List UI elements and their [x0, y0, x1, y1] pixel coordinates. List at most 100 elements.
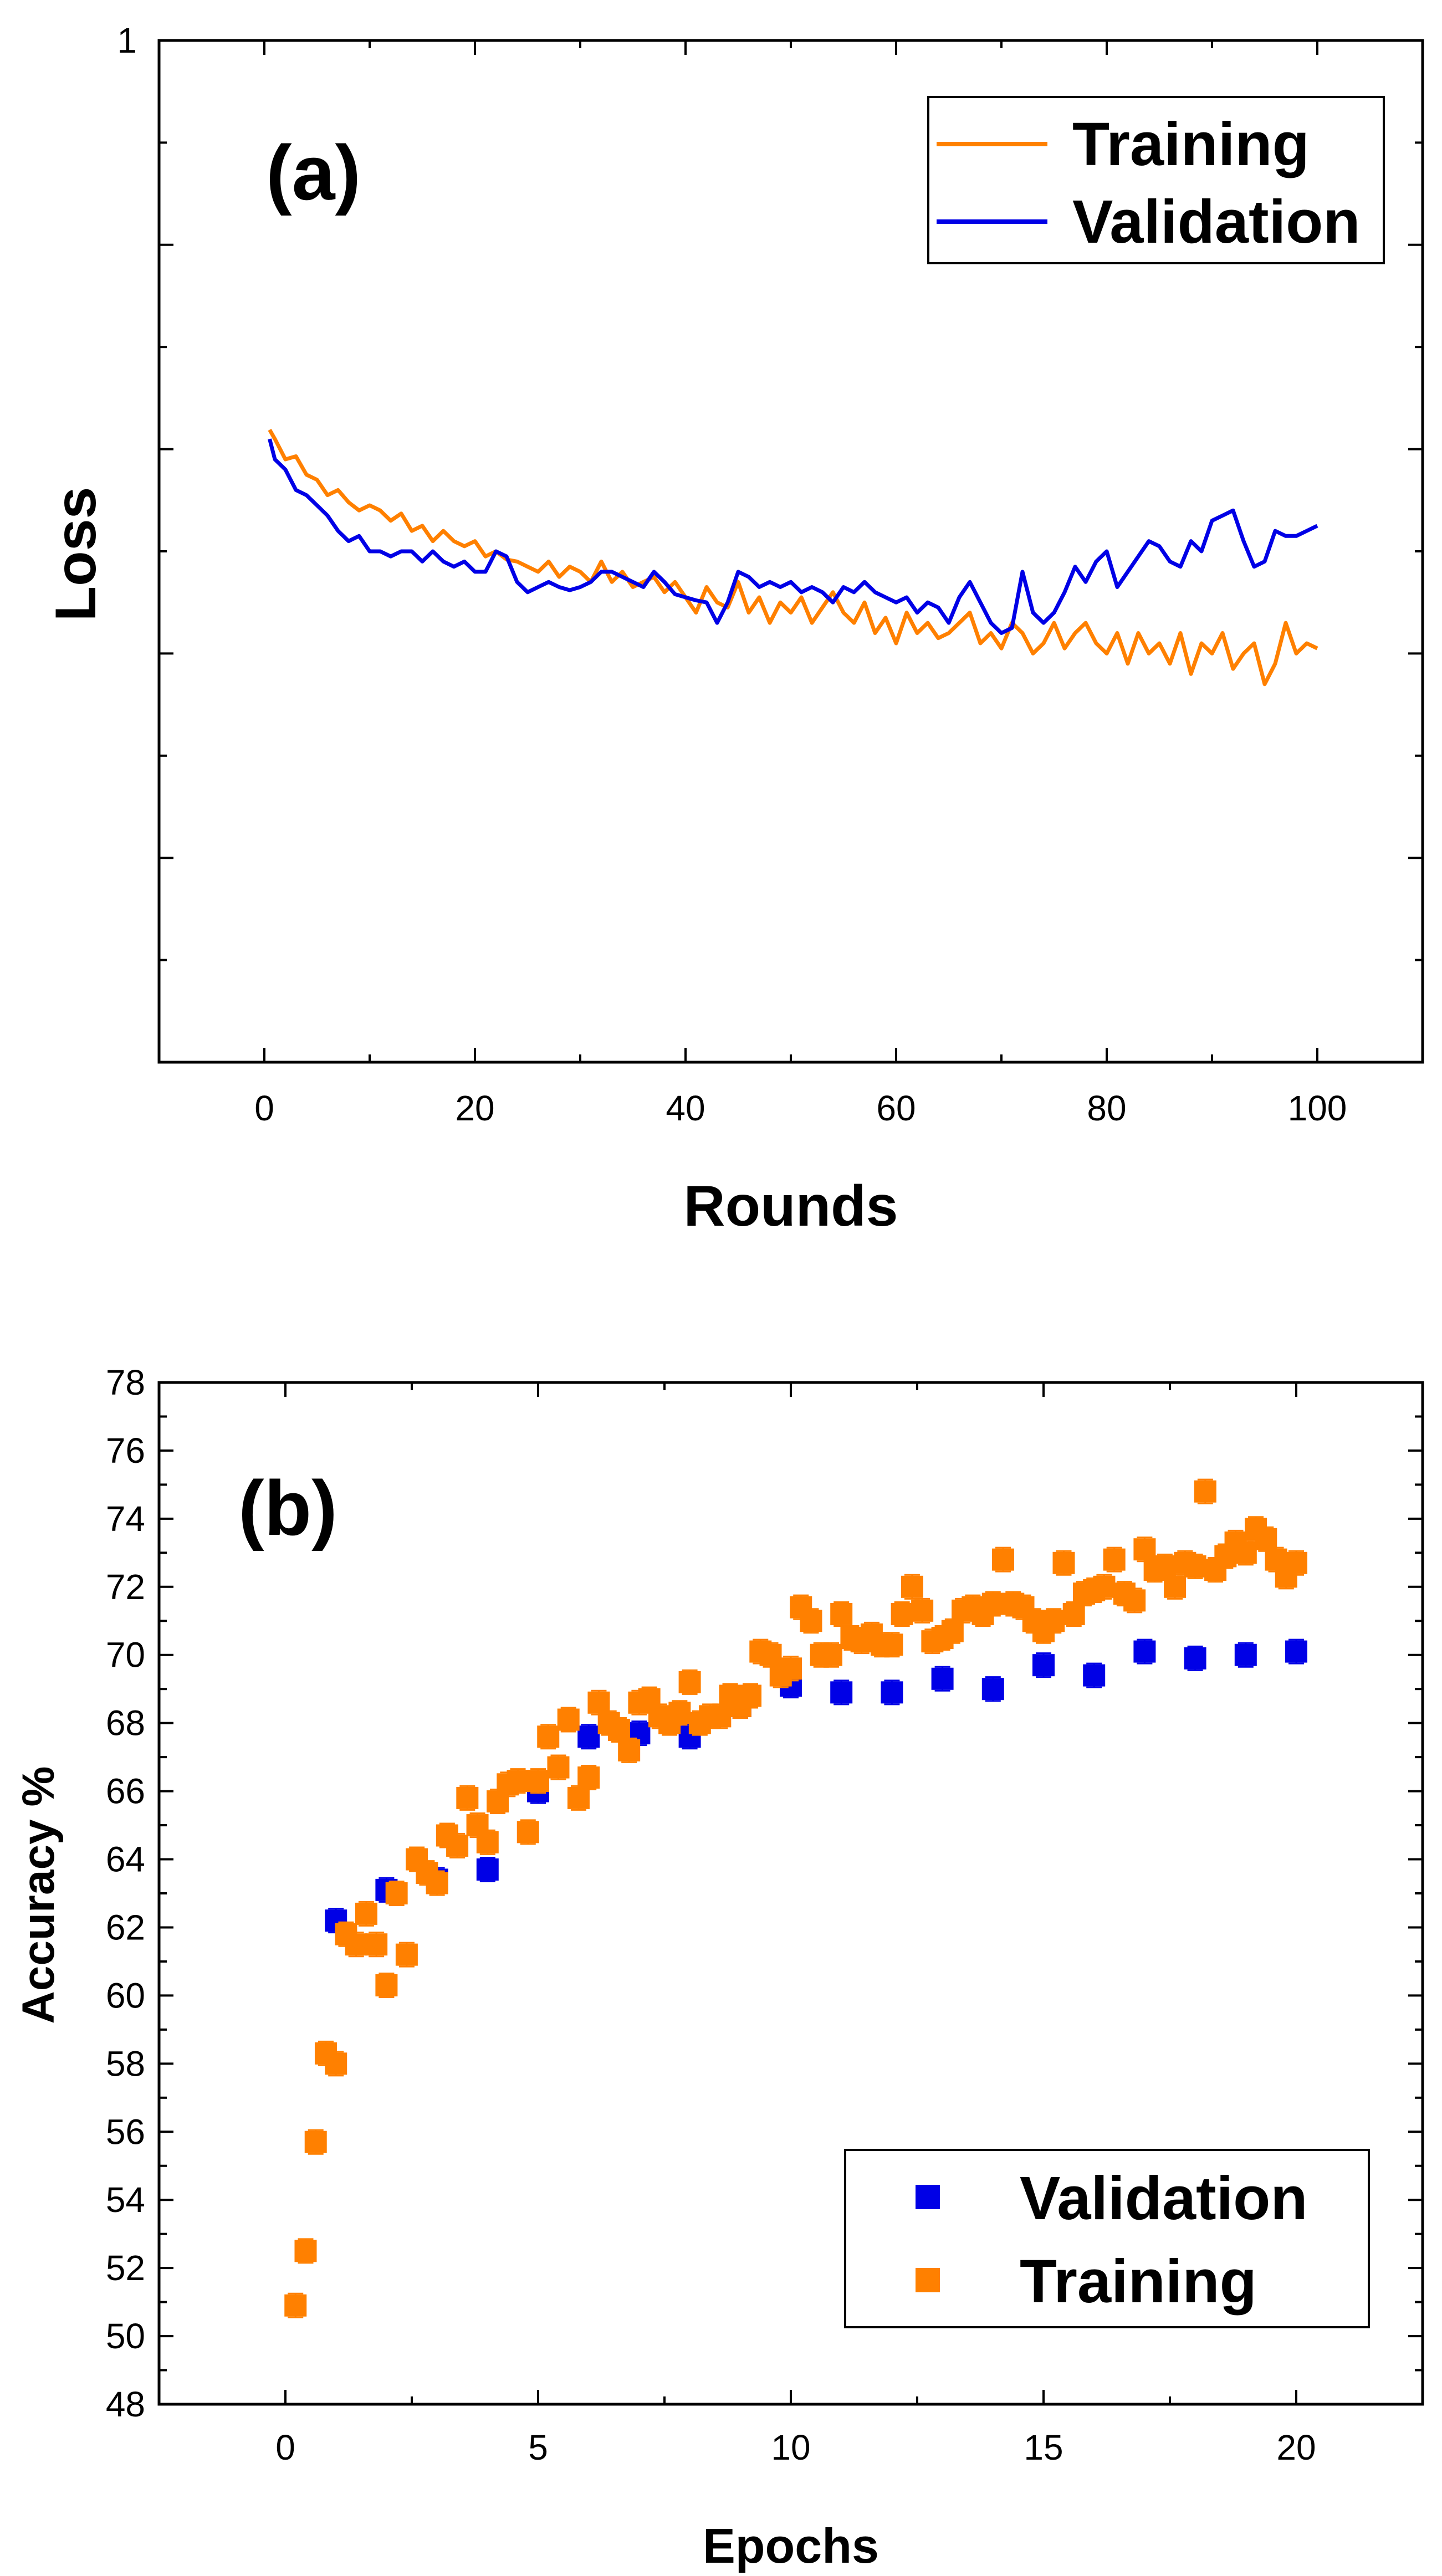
- point-training: [355, 1902, 377, 1925]
- y-tick-label: 54: [106, 2180, 145, 2220]
- panel-a-legend: Training Validation: [927, 96, 1385, 264]
- point-training: [446, 1834, 469, 1857]
- y-tick-label: 78: [106, 1363, 145, 1402]
- point-training: [830, 1602, 853, 1625]
- y-tick-label: 58: [106, 2044, 145, 2083]
- point-training: [1164, 1575, 1187, 1598]
- point-training: [709, 1705, 732, 1728]
- point-validation: [1234, 1643, 1257, 1666]
- point-validation: [1032, 1654, 1055, 1677]
- point-training: [941, 1620, 964, 1642]
- point-training: [759, 1643, 782, 1666]
- point-training: [304, 2131, 327, 2153]
- panel-b-x-axis-title: Epochs: [703, 2518, 879, 2573]
- point-training: [1133, 1538, 1156, 1561]
- x-tick-label: 20: [455, 1088, 494, 1128]
- point-training: [992, 1548, 1015, 1571]
- point-training: [325, 2052, 347, 2075]
- panel-b-legend-box: [844, 2149, 1370, 2328]
- series-line-validation: [268, 438, 1318, 635]
- point-validation: [577, 1725, 600, 1748]
- point-training: [456, 1786, 479, 1809]
- point-validation: [931, 1667, 954, 1690]
- panel-b-label: (b): [238, 1464, 338, 1551]
- point-training: [294, 2240, 317, 2262]
- point-training: [618, 1739, 641, 1761]
- x-tick-label: 15: [1024, 2428, 1063, 2467]
- point-training: [426, 1872, 448, 1894]
- point-training: [607, 1718, 630, 1741]
- x-tick-label: 10: [771, 2428, 810, 2467]
- point-training: [547, 1756, 570, 1779]
- y-tick-label: 62: [106, 1907, 145, 1947]
- point-training: [800, 1610, 822, 1632]
- panel-b-legend: Validation Training: [844, 2149, 1370, 2328]
- y-tick-label: 64: [106, 1840, 145, 1879]
- point-training: [1093, 1575, 1116, 1598]
- panel-a-y-axis-title: Loss: [44, 487, 108, 622]
- panel-a-loss-chart: 0 20 40 60 80 100 1 (a) Rounds Loss Training V…: [44, 21, 1424, 1238]
- panel-a-plot-area: [268, 428, 1318, 687]
- point-training: [587, 1691, 610, 1714]
- point-training: [476, 1831, 499, 1853]
- point-training: [911, 1599, 934, 1622]
- panel-b-legend-training-label: Training: [1020, 2247, 1257, 2316]
- x-tick-label: 40: [666, 1088, 705, 1128]
- point-training: [1153, 1555, 1176, 1578]
- y-tick-label: 70: [106, 1635, 145, 1675]
- x-tick-label: 5: [528, 2428, 548, 2467]
- x-tick-label: 100: [1288, 1088, 1347, 1128]
- panel-b-legend-validation-marker: [916, 2185, 940, 2209]
- panel-b-y-axis-title: Accuracy %: [13, 1766, 64, 2024]
- point-training: [1052, 1551, 1075, 1574]
- point-training: [507, 1770, 529, 1793]
- point-training: [881, 1633, 903, 1656]
- y-tick-label: 52: [106, 2248, 145, 2288]
- point-training: [1234, 1541, 1257, 1564]
- point-training: [284, 2294, 307, 2317]
- series-line-training: [268, 428, 1318, 687]
- panel-a-legend-validation-label: Validation: [1072, 188, 1361, 256]
- point-training: [557, 1708, 580, 1731]
- point-training: [375, 1974, 398, 1996]
- point-training: [527, 1770, 549, 1793]
- x-tick-label: 0: [275, 2428, 295, 2467]
- point-training: [1194, 1480, 1216, 1503]
- y-tick-label: 48: [106, 2384, 145, 2424]
- y-tick-label: 74: [106, 1499, 145, 1539]
- point-training: [1285, 1551, 1307, 1574]
- y-tick-label: 60: [106, 1975, 145, 2015]
- point-validation: [476, 1858, 499, 1881]
- y-tick-label: 56: [106, 2112, 145, 2152]
- point-training: [901, 1575, 923, 1598]
- point-training: [517, 1821, 539, 1843]
- point-training: [1184, 1555, 1206, 1578]
- panel-a-legend-training-label: Training: [1072, 110, 1310, 178]
- point-training: [345, 1933, 367, 1956]
- point-training: [537, 1725, 560, 1748]
- point-training: [1123, 1589, 1146, 1612]
- point-training: [1255, 1528, 1277, 1550]
- point-training: [365, 1933, 388, 1956]
- point-training: [668, 1702, 691, 1724]
- point-validation: [881, 1681, 903, 1704]
- y-tick-label: 76: [106, 1431, 145, 1471]
- point-training: [567, 1786, 590, 1809]
- panel-b-legend-training-marker: [916, 2268, 940, 2292]
- point-training: [780, 1657, 802, 1680]
- panel-b-axes: 0 5 10 15 20 48 50 52 54 56 58 60 62 64 66 68 70 72 74 76 78: [106, 1363, 1424, 2467]
- y-tick-label: 1: [117, 21, 137, 60]
- point-training: [395, 1943, 418, 1966]
- point-training: [739, 1684, 762, 1707]
- point-training: [577, 1766, 600, 1789]
- x-tick-label: 20: [1276, 2428, 1316, 2467]
- y-tick-label: 50: [106, 2316, 145, 2356]
- point-training: [981, 1592, 1004, 1615]
- panel-b-accuracy-chart: 0 5 10 15 20 48 50 52 54 56 58 60 62 64 66 68 70 72 74 76 78…: [13, 1363, 1424, 2573]
- point-training: [820, 1643, 842, 1666]
- panel-b-legend-validation-label: Validation: [1020, 2164, 1308, 2232]
- point-training: [1042, 1610, 1065, 1632]
- point-training: [385, 1882, 408, 1904]
- point-training: [891, 1602, 913, 1625]
